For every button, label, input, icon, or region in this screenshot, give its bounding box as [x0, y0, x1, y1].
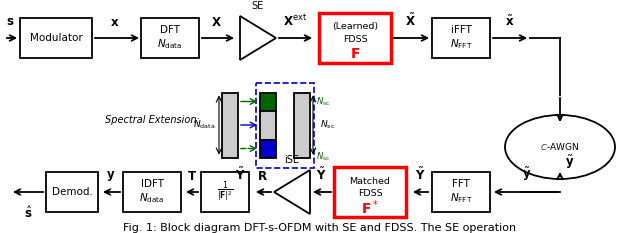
Bar — [260, 140, 276, 158]
Text: Demod.: Demod. — [52, 187, 92, 197]
Text: $\mathbf{T}$: $\mathbf{T}$ — [187, 170, 197, 183]
Bar — [222, 93, 238, 158]
Bar — [260, 110, 276, 140]
Text: Modulator: Modulator — [29, 33, 83, 43]
Ellipse shape — [505, 115, 615, 179]
Text: FFT
$N_{\mathrm{FFT}}$: FFT $N_{\mathrm{FFT}}$ — [450, 179, 472, 205]
Text: $\tilde{\mathbf{y}}$: $\tilde{\mathbf{y}}$ — [565, 153, 574, 171]
Text: $\mathbb{C}$-AWGN: $\mathbb{C}$-AWGN — [540, 141, 580, 153]
Text: iSE: iSE — [285, 155, 300, 165]
Text: Spectral Extension:: Spectral Extension: — [105, 115, 200, 125]
Text: Fig. 1: Block diagram DFT-s-OFDM with SE and FDSS. The SE operation: Fig. 1: Block diagram DFT-s-OFDM with SE… — [124, 223, 516, 233]
Text: $\mathbf{X}$: $\mathbf{X}$ — [211, 16, 221, 29]
Text: $\tilde{\mathbf{x}}$: $\tilde{\mathbf{x}}$ — [506, 15, 515, 29]
Text: FDSS: FDSS — [342, 35, 367, 45]
Text: SE: SE — [252, 1, 264, 11]
Polygon shape — [240, 16, 276, 60]
Text: $\mathbf{R}$: $\mathbf{R}$ — [257, 170, 268, 183]
Bar — [334, 167, 406, 217]
Text: $\frac{1}{|\mathbf{F}|^2}$: $\frac{1}{|\mathbf{F}|^2}$ — [217, 180, 233, 204]
Text: IDFT
$N_{\mathrm{data}}$: IDFT $N_{\mathrm{data}}$ — [140, 179, 164, 205]
Text: iFFT
$N_{\mathrm{FFT}}$: iFFT $N_{\mathrm{FFT}}$ — [450, 25, 472, 51]
Bar — [20, 18, 92, 58]
Bar — [256, 82, 314, 168]
Text: $\mathbf{F}$: $\mathbf{F}$ — [350, 47, 360, 61]
Bar — [432, 172, 490, 212]
Bar — [141, 18, 199, 58]
Text: $\tilde{\mathbf{y}}$: $\tilde{\mathbf{y}}$ — [522, 166, 532, 183]
Bar — [294, 93, 310, 158]
Text: $\mathbf{X}^{\mathrm{ext}}$: $\mathbf{X}^{\mathrm{ext}}$ — [283, 14, 307, 29]
Text: $\hat{\mathbf{s}}$: $\hat{\mathbf{s}}$ — [24, 205, 32, 221]
Bar — [432, 18, 490, 58]
Polygon shape — [274, 170, 310, 214]
Text: $N_{\mathrm{sc}}$: $N_{\mathrm{sc}}$ — [316, 150, 331, 163]
Text: Matched: Matched — [349, 177, 390, 185]
Text: $\mathbf{x}$: $\mathbf{x}$ — [110, 16, 120, 29]
Text: $\tilde{\mathbf{X}}$: $\tilde{\mathbf{X}}$ — [404, 13, 415, 29]
Text: $\tilde{\mathbf{Y}}$: $\tilde{\mathbf{Y}}$ — [415, 167, 426, 183]
Text: DFT
$N_{\mathrm{data}}$: DFT $N_{\mathrm{data}}$ — [157, 25, 182, 51]
Text: $\mathbf{F}^*$: $\mathbf{F}^*$ — [361, 199, 379, 217]
Text: $N_{\mathrm{data}}$: $N_{\mathrm{data}}$ — [193, 119, 215, 131]
Text: $\tilde{\mathbf{Y}}$: $\tilde{\mathbf{Y}}$ — [235, 167, 245, 183]
Bar — [319, 13, 391, 63]
Text: $\tilde{\mathbf{Y}}$: $\tilde{\mathbf{Y}}$ — [316, 167, 326, 183]
Bar — [260, 93, 276, 110]
Text: FDSS: FDSS — [358, 189, 382, 199]
Text: $N_{\mathrm{sc}}$: $N_{\mathrm{sc}}$ — [321, 119, 335, 131]
Bar — [201, 172, 249, 212]
Bar — [123, 172, 181, 212]
Text: $\mathbf{y}$: $\mathbf{y}$ — [106, 169, 116, 183]
Text: (Learned): (Learned) — [332, 23, 378, 31]
Text: $\mathbf{s}$: $\mathbf{s}$ — [6, 15, 14, 28]
Text: $N_{\mathrm{sc}}$: $N_{\mathrm{sc}}$ — [316, 95, 331, 108]
Bar — [46, 172, 98, 212]
